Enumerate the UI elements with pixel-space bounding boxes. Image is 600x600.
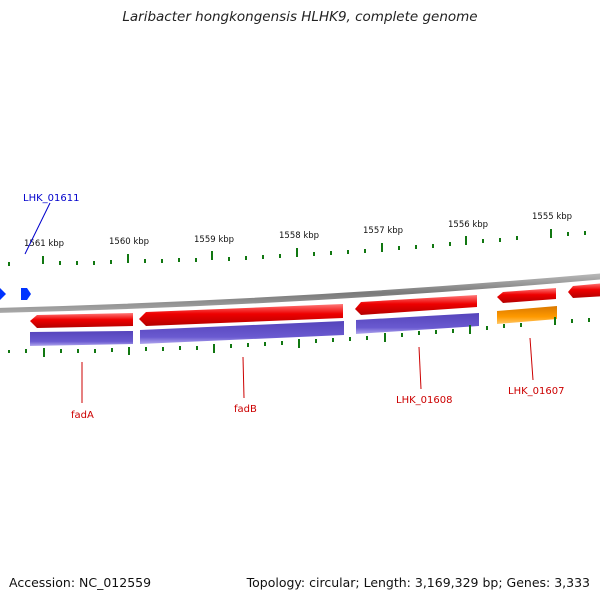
gene-label-LHK_01607: LHK_01607: [508, 386, 564, 397]
accession-text: Accession: NC_012559: [9, 575, 152, 590]
blue-feature-group: [0, 288, 31, 300]
outer-tick-ring: [8, 229, 586, 266]
scale-label: 1557 kbp: [363, 226, 403, 236]
blue-feature-arrow: [21, 288, 31, 300]
cds-bar-LHK_01607: [497, 306, 557, 324]
gene-arrow-fadA: [30, 313, 133, 328]
gene-label-LHK_01608: LHK_01608: [396, 395, 452, 406]
leader-line-fadB: [242, 356, 245, 399]
genome-summary-text: Topology: circular; Length: 3,169,329 bp…: [246, 575, 590, 590]
gene-label-fadB: fadB: [234, 404, 257, 415]
genome-backbone: [0, 273, 600, 313]
blue-feature-arrow: [0, 288, 6, 300]
scale-label: 1555 kbp: [532, 212, 572, 222]
leader-line-LHK_01607: [529, 337, 534, 381]
gene-arrow-LHK_01608: [355, 295, 477, 315]
inner-tick-ring: [8, 317, 590, 357]
cds-bar-LHK_01608: [356, 313, 479, 334]
red-gene-row: [30, 283, 600, 328]
scale-labels: 1561 kbp 1560 kbp 1559 kbp 1558 kbp 1557…: [24, 212, 572, 249]
leader-lines: [24, 202, 534, 403]
gene-arrow-LHK_01607: [497, 288, 556, 303]
scale-label: 1558 kbp: [279, 231, 319, 241]
gene-label-LHK_01611: LHK_01611: [23, 193, 79, 204]
scale-label: 1559 kbp: [194, 235, 234, 245]
scale-label: 1556 kbp: [448, 220, 488, 230]
genome-title: Laribacter hongkongensis HLHK9, complete…: [122, 9, 478, 25]
cds-bar-fadA: [30, 331, 133, 346]
gene-label-fadA: fadA: [71, 410, 94, 421]
scale-label: 1561 kbp: [24, 239, 64, 249]
gene-arrow-fadB: [139, 304, 343, 326]
cds-bar-fadB: [140, 321, 344, 344]
cds-row: [30, 306, 557, 346]
leader-line-LHK_01611: [24, 202, 51, 255]
gene-labels: LHK_01611 fadA fadB LHK_01608 LHK_01607: [23, 193, 564, 421]
leader-line-LHK_01608: [418, 346, 422, 390]
gene-arrow-edge: [568, 283, 600, 298]
scale-label: 1560 kbp: [109, 237, 149, 247]
